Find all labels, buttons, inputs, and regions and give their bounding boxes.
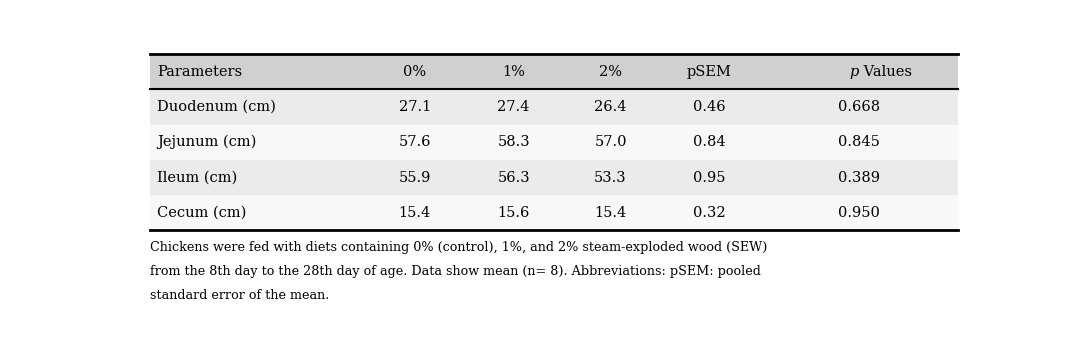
- Text: p: p: [850, 65, 859, 79]
- Text: 0.84: 0.84: [693, 135, 725, 149]
- Bar: [150, 125, 958, 160]
- Text: 0.32: 0.32: [693, 206, 725, 220]
- Bar: [150, 160, 958, 195]
- Text: 0.845: 0.845: [838, 135, 880, 149]
- Text: Ileum (cm): Ileum (cm): [157, 171, 237, 185]
- Text: 57.0: 57.0: [595, 135, 627, 149]
- Text: standard error of the mean.: standard error of the mean.: [150, 288, 330, 302]
- Text: 0.668: 0.668: [838, 100, 880, 114]
- Text: 1%: 1%: [503, 65, 525, 79]
- Text: 27.4: 27.4: [497, 100, 530, 114]
- Text: Cecum (cm): Cecum (cm): [157, 206, 246, 220]
- Text: 15.6: 15.6: [497, 206, 530, 220]
- Bar: [150, 90, 958, 125]
- Text: Values: Values: [859, 65, 912, 79]
- Text: 53.3: 53.3: [595, 171, 627, 185]
- Bar: [150, 54, 958, 90]
- Text: 2%: 2%: [599, 65, 622, 79]
- Text: 0.389: 0.389: [838, 171, 880, 185]
- Text: 57.6: 57.6: [399, 135, 431, 149]
- Text: 58.3: 58.3: [497, 135, 530, 149]
- Text: 26.4: 26.4: [595, 100, 627, 114]
- Text: pSEM: pSEM: [688, 65, 732, 79]
- Text: 0.46: 0.46: [693, 100, 725, 114]
- Text: Duodenum (cm): Duodenum (cm): [157, 100, 276, 114]
- Text: 15.4: 15.4: [595, 206, 627, 220]
- Text: Parameters: Parameters: [157, 65, 242, 79]
- Text: 56.3: 56.3: [497, 171, 530, 185]
- Bar: [150, 195, 958, 230]
- Text: 55.9: 55.9: [399, 171, 431, 185]
- Text: 0.95: 0.95: [693, 171, 725, 185]
- Text: 15.4: 15.4: [399, 206, 431, 220]
- Text: 0%: 0%: [403, 65, 426, 79]
- Text: Chickens were fed with diets containing 0% (control), 1%, and 2% steam-exploded : Chickens were fed with diets containing …: [150, 242, 768, 255]
- Text: from the 8th day to the 28th day of age. Data show mean (n= 8). Abbreviations: p: from the 8th day to the 28th day of age.…: [150, 265, 761, 278]
- Text: 27.1: 27.1: [399, 100, 431, 114]
- Text: Jejunum (cm): Jejunum (cm): [157, 135, 256, 149]
- Text: 0.950: 0.950: [838, 206, 880, 220]
